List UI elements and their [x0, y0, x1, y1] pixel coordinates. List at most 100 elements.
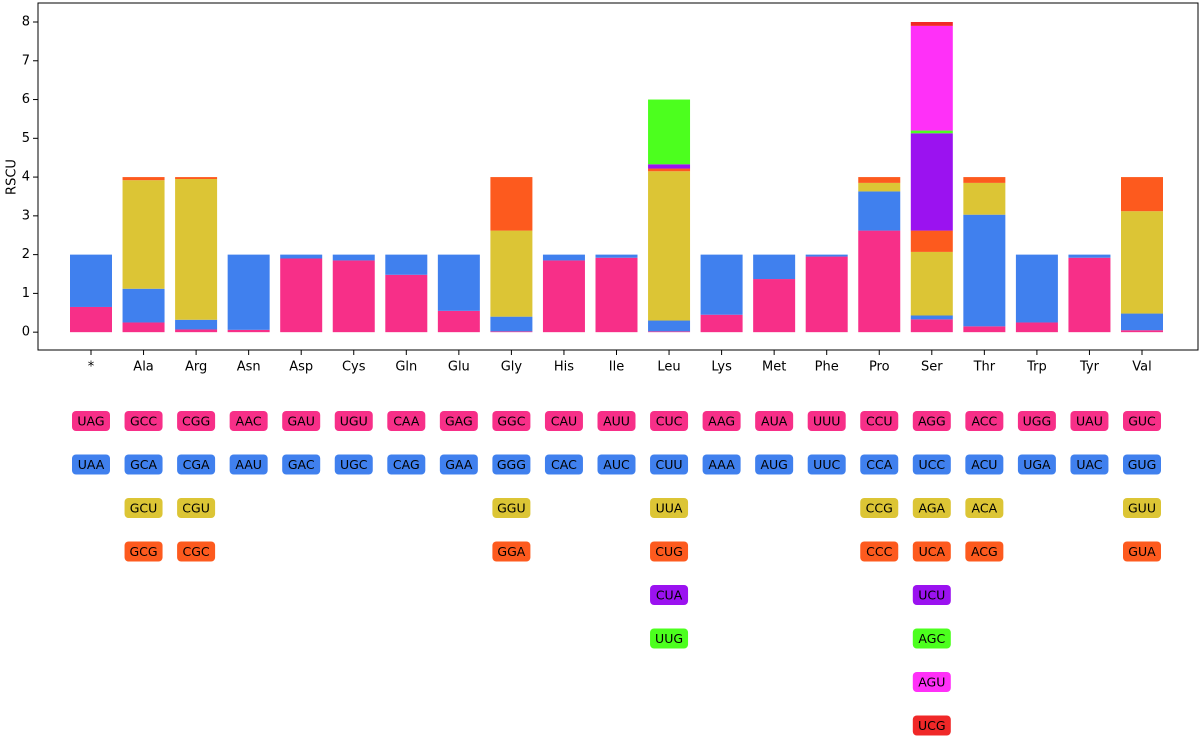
codon-label: GGC: [497, 414, 525, 429]
y-axis-label: RSCU: [5, 159, 20, 195]
plot-frame: [37, 2, 1199, 351]
codon-label: CGA: [183, 457, 210, 472]
codon-pill: [1123, 454, 1161, 475]
codon-label: CCU: [866, 414, 893, 429]
codon-pill: [965, 541, 1004, 562]
codon-label: AAU: [235, 457, 262, 472]
bar-segment: [542, 260, 585, 333]
codon-pill: [912, 672, 951, 692]
codon-pill: [860, 498, 899, 518]
codon-pill: [702, 411, 741, 431]
codon-label: GGG: [497, 457, 526, 472]
bar-segment: [648, 331, 691, 333]
x-tick-label: Asn: [237, 360, 261, 375]
codon-label: AGG: [918, 414, 946, 429]
codon-label: UUU: [813, 414, 840, 429]
x-tick-label: Met: [762, 360, 786, 375]
bar-segment: [910, 251, 953, 316]
codon-label: GAA: [445, 457, 473, 472]
bar-segment: [1121, 313, 1163, 331]
bar-segment: [175, 179, 218, 320]
codon-pill: [1123, 541, 1161, 562]
codon-pill: [702, 454, 741, 475]
codon-label: UGU: [340, 414, 368, 429]
bar-segment: [753, 254, 796, 280]
codon-label: UAC: [1076, 457, 1102, 472]
bar-segment: [122, 177, 165, 181]
bar-segment: [910, 130, 953, 134]
codon-pill: [650, 628, 689, 649]
bar-segment: [122, 180, 165, 289]
codon-pill: [807, 411, 846, 431]
codon-pill: [912, 715, 951, 736]
codon-pill: [1123, 411, 1161, 431]
codon-label: GAU: [288, 414, 315, 429]
codon-label: CUG: [655, 544, 683, 559]
bar-segment: [280, 254, 323, 259]
codon-pill: [72, 411, 110, 431]
bar-segment: [1015, 254, 1058, 323]
x-tick-label: Lys: [711, 360, 732, 375]
x-tick-label: Val: [1132, 360, 1151, 375]
bar-segment: [437, 310, 480, 333]
bar-segment: [858, 177, 901, 183]
codon-label: ACU: [971, 457, 997, 472]
bar-segment: [122, 288, 165, 323]
bar-segment: [753, 279, 796, 333]
bar-segment: [858, 191, 901, 231]
x-tick-label: Gln: [395, 360, 417, 375]
y-tick-label: 5: [22, 131, 30, 146]
bar-segment: [385, 254, 428, 275]
codon-label: ACA: [972, 501, 998, 516]
codon-pill: [124, 411, 163, 431]
codon-pill: [229, 411, 268, 431]
bar-segment: [910, 315, 953, 320]
codon-pill: [860, 541, 899, 562]
y-tick-label: 6: [22, 92, 30, 107]
codon-pill: [544, 454, 583, 475]
x-tick-label: Asp: [289, 360, 313, 375]
x-tick-label: *: [88, 360, 95, 375]
bar-segment: [963, 177, 1006, 183]
codon-pill: [177, 541, 216, 562]
codon-pill: [177, 454, 216, 475]
codon-pill: [124, 541, 163, 562]
bar-segment: [858, 230, 901, 333]
codon-pill: [912, 411, 951, 431]
codon-label: GAC: [288, 457, 315, 472]
codon-pill: [860, 454, 899, 475]
codon-label: CGG: [182, 414, 210, 429]
codon-label: UCG: [918, 718, 946, 733]
codon-label: GCA: [130, 457, 157, 472]
codon-label: GUU: [1128, 501, 1156, 516]
codon-pill: [912, 585, 951, 605]
bar-segment: [280, 258, 323, 333]
codon-label: ACG: [971, 544, 998, 559]
codon-label: CCG: [866, 501, 893, 516]
bar-segment: [648, 320, 691, 332]
x-tick-label: Ala: [133, 360, 153, 375]
x-tick-label: Ile: [609, 360, 624, 375]
bar-segment: [910, 230, 953, 252]
bar-segment: [1068, 257, 1111, 333]
codon-label: CGC: [183, 544, 210, 559]
codon-pill: [912, 628, 951, 649]
bar-segment: [595, 254, 638, 258]
codon-pill: [229, 454, 268, 475]
codon-label: CGU: [182, 501, 210, 516]
codon-label: AGA: [919, 501, 946, 516]
codon-pill: [1070, 454, 1109, 475]
bar-segment: [70, 254, 112, 307]
bar-segment: [175, 319, 218, 330]
codon-pill: [492, 454, 531, 475]
codon-pill: [650, 541, 689, 562]
codon-label: UCC: [918, 457, 945, 472]
codon-pill: [124, 498, 163, 518]
codon-label: AGU: [918, 675, 945, 690]
bar-segment: [648, 171, 691, 321]
bar-segment: [332, 254, 375, 261]
y-tick-label: 7: [22, 53, 30, 68]
x-tick-label: Ser: [921, 360, 943, 375]
codon-label: CAU: [551, 414, 577, 429]
